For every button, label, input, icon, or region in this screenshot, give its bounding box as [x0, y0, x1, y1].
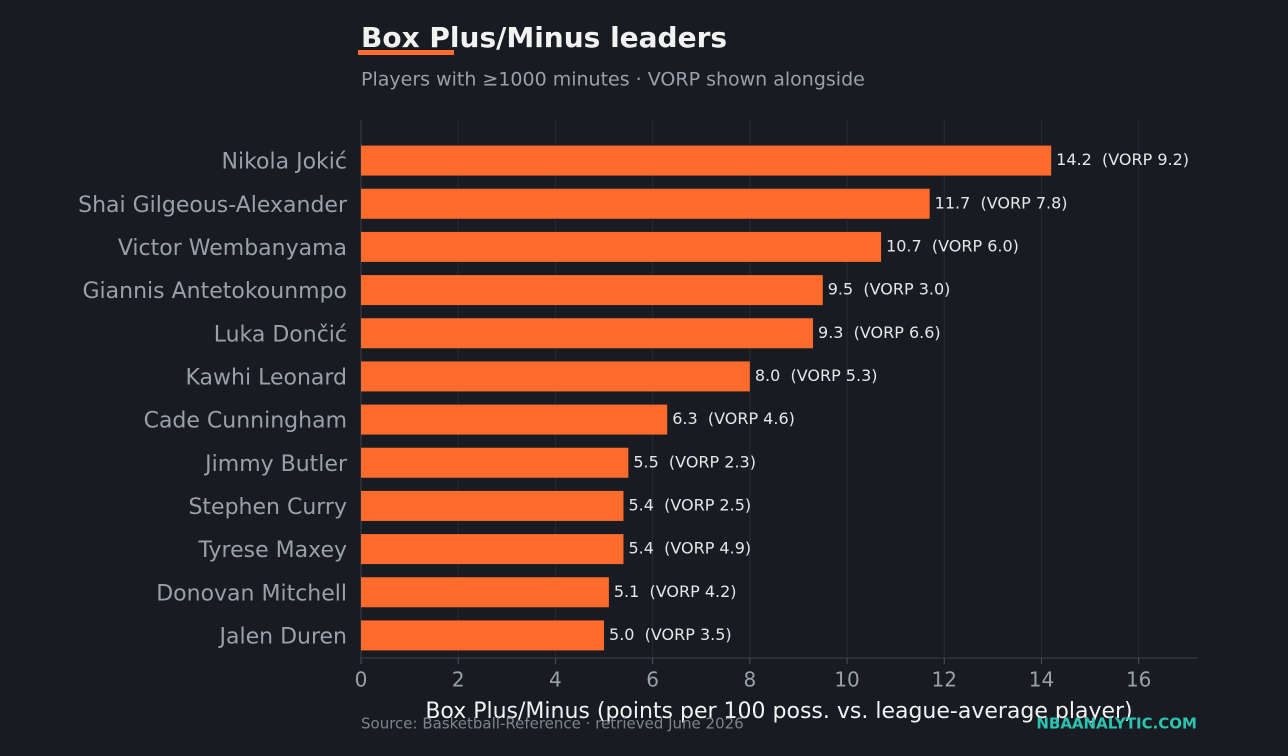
value-label: 9.3 (VORP 6.6) [818, 323, 941, 342]
bar [361, 447, 629, 478]
value-label: 10.7 (VORP 6.0) [886, 236, 1019, 255]
y-tick-label: Nikola Jokić [222, 150, 347, 175]
y-tick-label: Tyrese Maxey [198, 538, 347, 563]
bar [361, 188, 930, 219]
bar [361, 275, 823, 306]
bar [361, 620, 605, 651]
x-tick-label: 8 [743, 668, 756, 692]
y-tick-label: Kawhi Leonard [186, 365, 347, 390]
chart-subtitle: Players with ≥1000 minutes · VORP shown … [361, 69, 865, 91]
x-tick-label: 6 [646, 668, 659, 692]
value-label: 11.7 (VORP 7.8) [935, 193, 1068, 212]
brand: NBAANALYTIC.COM [1036, 715, 1197, 733]
y-tick-label: Jimmy Butler [203, 452, 348, 477]
value-label: 5.5 (VORP 2.3) [633, 452, 756, 471]
value-label: 5.1 (VORP 4.2) [614, 582, 737, 601]
y-tick-label: Shai Gilgeous-Alexander [78, 193, 348, 218]
value-label: 5.4 (VORP 4.9) [628, 539, 751, 558]
y-tick-label: Donovan Mitchell [156, 581, 347, 606]
y-tick-label: Cade Cunningham [144, 409, 347, 434]
x-tick-label: 12 [932, 668, 957, 692]
value-label: 6.3 (VORP 4.6) [672, 409, 795, 428]
bar [361, 490, 624, 521]
y-tick-label: Victor Wembanyama [118, 236, 347, 261]
x-tick-label: 14 [1029, 668, 1054, 692]
y-tick-label: Luka Dončić [214, 322, 347, 347]
bar [361, 361, 750, 392]
value-label: 8.0 (VORP 5.3) [755, 366, 878, 385]
value-label: 14.2 (VORP 9.2) [1056, 150, 1189, 169]
x-tick-label: 4 [549, 668, 562, 692]
x-tick-label: 16 [1126, 668, 1151, 692]
value-label: 5.0 (VORP 3.5) [609, 625, 732, 644]
bar [361, 534, 624, 565]
bar [361, 318, 814, 349]
chart-title: Box Plus/Minus leaders [361, 21, 727, 54]
bar [361, 145, 1052, 176]
x-tick-label: 0 [355, 668, 368, 692]
source: Source: Basketball-Reference · retrieved… [361, 715, 744, 733]
bar [361, 231, 882, 262]
title-underline [358, 50, 454, 55]
y-tick-label: Giannis Antetokounmpo [83, 279, 348, 304]
value-label: 9.5 (VORP 3.0) [828, 280, 951, 299]
y-tick-label: Stephen Curry [188, 495, 347, 520]
y-tick-label: Jalen Duren [218, 624, 347, 649]
bar [361, 577, 609, 608]
x-tick-label: 10 [834, 668, 859, 692]
x-tick-label: 2 [452, 668, 465, 692]
value-label: 5.4 (VORP 2.5) [628, 495, 751, 514]
x-axis-label: Box Plus/Minus (points per 100 poss. vs.… [425, 699, 1132, 724]
bar [361, 404, 668, 435]
